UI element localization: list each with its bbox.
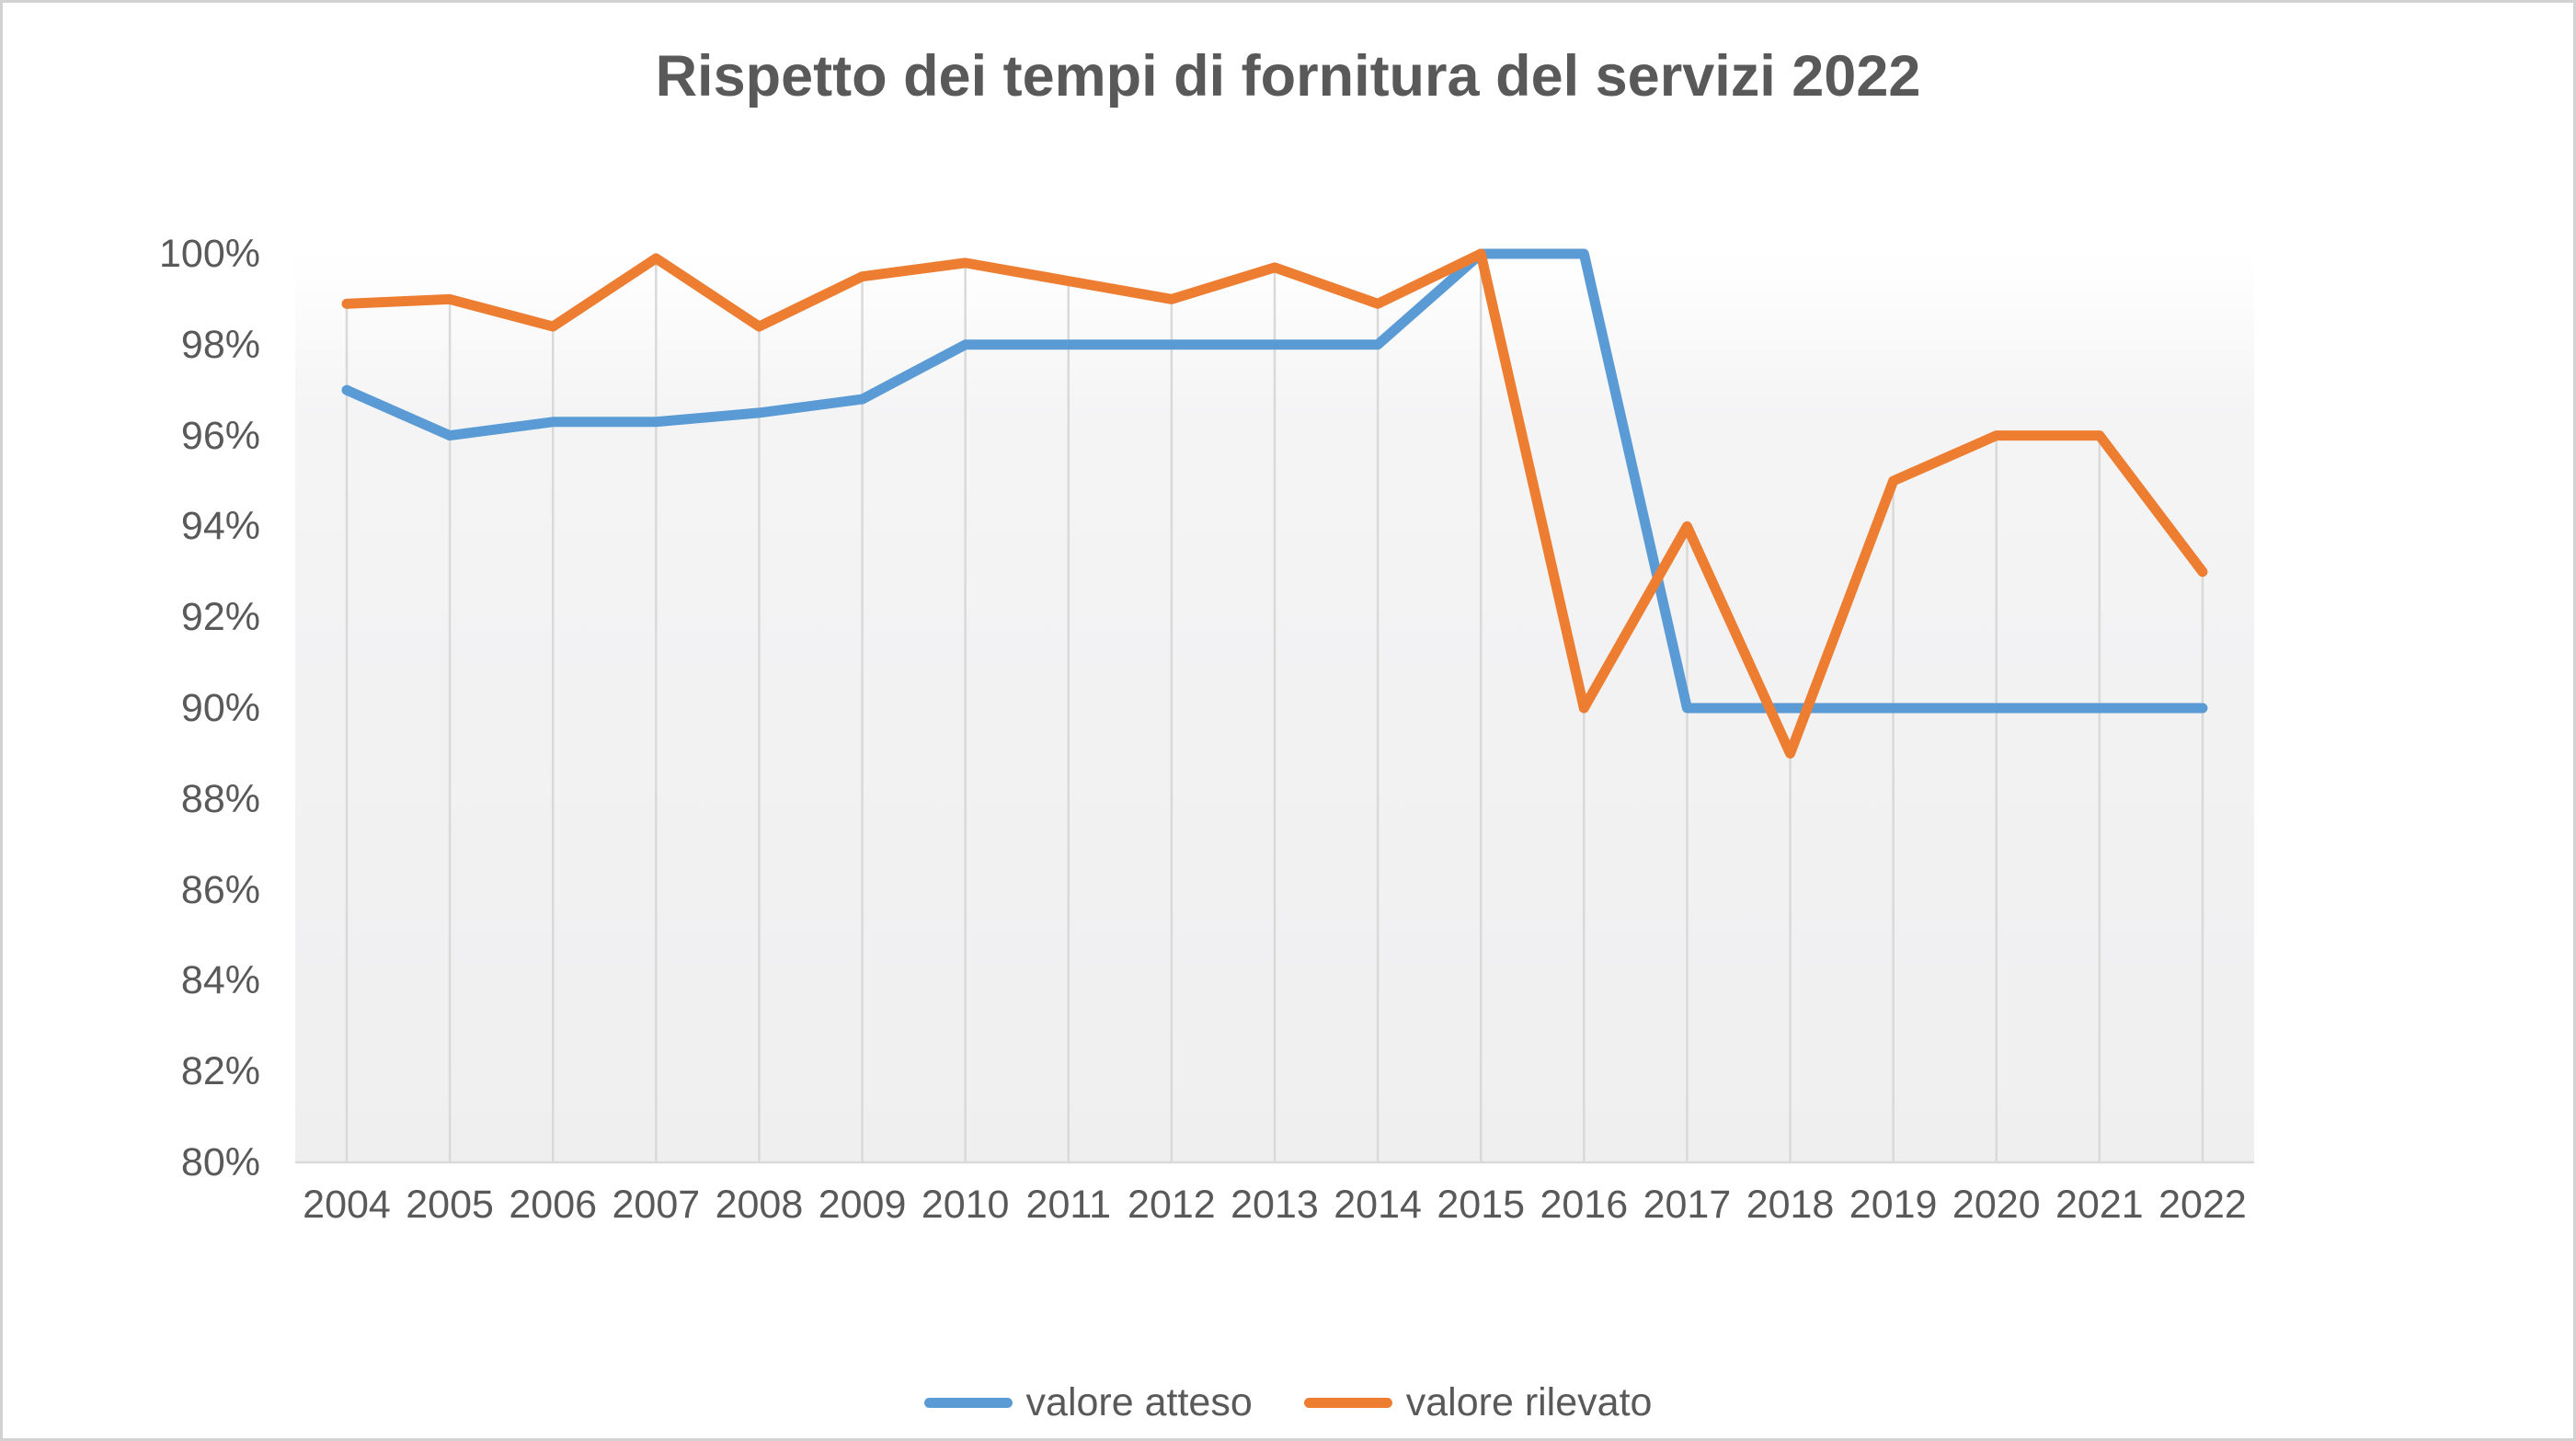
x-axis-tick-label: 2014 xyxy=(1334,1183,1422,1227)
y-axis-tick-label: 98% xyxy=(180,322,260,367)
y-axis-tick-label: 88% xyxy=(180,776,260,821)
legend-line-swatch xyxy=(1303,1398,1392,1408)
y-axis-tick-label: 90% xyxy=(180,686,260,730)
plot-svg xyxy=(295,248,2254,1164)
y-axis-tick-label: 80% xyxy=(180,1140,260,1184)
x-axis-tick-label: 2010 xyxy=(921,1183,1010,1227)
x-axis-tick-label: 2015 xyxy=(1437,1183,1526,1227)
legend-label: valore rilevato xyxy=(1405,1380,1653,1424)
x-axis-tick-label: 2005 xyxy=(406,1183,494,1227)
x-axis-tick-label: 2006 xyxy=(509,1183,598,1227)
y-axis-tick-label: 84% xyxy=(180,958,260,1003)
x-axis-tick-label: 2019 xyxy=(1849,1183,1938,1227)
x-axis-tick-label: 2007 xyxy=(612,1183,701,1227)
y-axis-tick-label: 92% xyxy=(180,595,260,640)
legend-item-valore-atteso: valore atteso xyxy=(923,1380,1253,1425)
x-axis-tick-label: 2011 xyxy=(1025,1183,1111,1227)
x-axis-tick-label: 2012 xyxy=(1128,1183,1216,1227)
legend-item-valore-rilevato: valore rilevato xyxy=(1303,1380,1653,1425)
legend-line-swatch xyxy=(923,1398,1013,1408)
y-axis-tick-label: 96% xyxy=(180,413,260,458)
y-axis-tick-label: 94% xyxy=(180,504,260,549)
x-axis-tick-label: 2013 xyxy=(1231,1183,1319,1227)
x-axis-tick-label: 2008 xyxy=(715,1183,804,1227)
x-axis-tick-label: 2009 xyxy=(818,1183,907,1227)
x-axis-tick-label: 2020 xyxy=(1952,1183,2041,1227)
legend-label: valore atteso xyxy=(1025,1380,1253,1424)
x-axis-tick-label: 2017 xyxy=(1643,1183,1732,1227)
x-axis-tick-label: 2021 xyxy=(2055,1183,2144,1227)
x-axis-tick-label: 2022 xyxy=(2158,1183,2247,1227)
x-axis-tick-label: 2016 xyxy=(1540,1183,1629,1227)
series-line-valore-rilevato xyxy=(341,248,2208,759)
y-axis-tick-label: 100% xyxy=(159,232,260,276)
legend: valore atteso valore rilevato xyxy=(3,1380,2573,1425)
chart-title: Rispetto dei tempi di fornitura del serv… xyxy=(655,44,1921,109)
y-axis-tick-label: 86% xyxy=(180,867,260,912)
x-axis-tick-label: 2018 xyxy=(1746,1183,1835,1227)
x-axis-tick-label: 2004 xyxy=(303,1183,391,1227)
y-axis-tick-label: 82% xyxy=(180,1049,260,1094)
series-line-valore-atteso xyxy=(341,248,2208,714)
